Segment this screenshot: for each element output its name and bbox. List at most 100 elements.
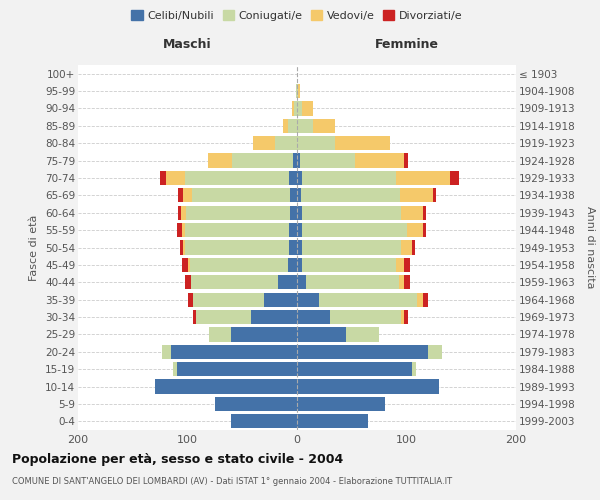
Bar — [302, 102, 313, 116]
Bar — [278, 275, 297, 289]
Bar — [395, 258, 404, 272]
Bar — [297, 362, 412, 376]
Text: Femmine: Femmine — [374, 38, 439, 51]
Text: Popolazione per età, sesso e stato civile - 2004: Popolazione per età, sesso e stato civil… — [12, 452, 343, 466]
Bar — [178, 188, 183, 202]
Bar — [313, 118, 335, 133]
Bar — [297, 258, 302, 272]
Bar — [185, 275, 191, 289]
Bar — [297, 188, 301, 202]
Bar — [196, 310, 251, 324]
Bar — [155, 380, 297, 394]
Bar — [275, 136, 297, 150]
Bar — [283, 118, 288, 133]
Bar — [404, 310, 407, 324]
Bar — [297, 380, 439, 394]
Bar — [173, 362, 176, 376]
Bar — [290, 206, 297, 220]
Bar — [330, 310, 401, 324]
Bar — [182, 258, 187, 272]
Bar — [183, 188, 192, 202]
Bar — [193, 310, 196, 324]
Bar — [297, 223, 302, 237]
Bar — [297, 397, 385, 411]
Bar — [412, 240, 415, 254]
Bar — [232, 328, 297, 342]
Bar — [185, 223, 289, 237]
Bar — [302, 258, 395, 272]
Bar — [401, 310, 404, 324]
Bar — [289, 171, 297, 185]
Bar — [401, 240, 412, 254]
Bar — [288, 258, 297, 272]
Bar — [407, 223, 423, 237]
Bar — [208, 154, 232, 168]
Bar — [264, 292, 297, 307]
Bar — [171, 344, 297, 359]
Bar — [293, 154, 297, 168]
Bar — [423, 206, 426, 220]
Bar — [428, 344, 442, 359]
Bar — [298, 84, 300, 98]
Bar — [297, 136, 335, 150]
Bar — [297, 275, 306, 289]
Bar — [306, 275, 399, 289]
Bar — [251, 310, 297, 324]
Bar — [346, 328, 379, 342]
Bar — [418, 292, 423, 307]
Bar — [297, 240, 302, 254]
Bar — [166, 171, 185, 185]
Bar — [297, 102, 302, 116]
Bar — [404, 258, 410, 272]
Bar — [395, 171, 450, 185]
Bar — [182, 223, 185, 237]
Bar — [215, 397, 297, 411]
Bar — [288, 118, 297, 133]
Bar — [192, 188, 290, 202]
Bar — [193, 292, 264, 307]
Bar — [297, 414, 368, 428]
Text: COMUNE DI SANT'ANGELO DEI LOMBARDI (AV) - Dati ISTAT 1° gennaio 2004 - Elaborazi: COMUNE DI SANT'ANGELO DEI LOMBARDI (AV) … — [12, 478, 452, 486]
Text: Maschi: Maschi — [163, 38, 212, 51]
Bar — [399, 275, 404, 289]
Bar — [355, 154, 404, 168]
Bar — [297, 118, 313, 133]
Bar — [191, 275, 278, 289]
Bar — [185, 171, 289, 185]
Bar — [296, 84, 297, 98]
Bar — [187, 258, 190, 272]
Bar — [183, 240, 185, 254]
Bar — [232, 414, 297, 428]
Bar — [297, 206, 302, 220]
Bar — [176, 223, 182, 237]
Bar — [302, 223, 407, 237]
Bar — [188, 292, 193, 307]
Bar — [297, 154, 300, 168]
Bar — [423, 292, 428, 307]
Bar — [450, 171, 459, 185]
Bar — [163, 344, 171, 359]
Bar — [297, 328, 346, 342]
Bar — [180, 240, 183, 254]
Bar — [302, 206, 401, 220]
Bar — [400, 188, 433, 202]
Bar — [253, 136, 275, 150]
Bar — [187, 206, 290, 220]
Y-axis label: Fasce di età: Fasce di età — [29, 214, 40, 280]
Bar — [289, 223, 297, 237]
Bar — [176, 362, 297, 376]
Bar — [297, 292, 319, 307]
Bar — [292, 102, 294, 116]
Bar — [423, 223, 426, 237]
Bar — [301, 188, 400, 202]
Bar — [297, 344, 428, 359]
Bar — [185, 240, 289, 254]
Bar — [319, 292, 418, 307]
Bar — [300, 154, 355, 168]
Bar — [404, 154, 407, 168]
Legend: Celibi/Nubili, Coniugati/e, Vedovi/e, Divorziati/e: Celibi/Nubili, Coniugati/e, Vedovi/e, Di… — [128, 6, 466, 24]
Bar — [209, 328, 232, 342]
Bar — [401, 206, 423, 220]
Bar — [412, 362, 416, 376]
Bar — [335, 136, 390, 150]
